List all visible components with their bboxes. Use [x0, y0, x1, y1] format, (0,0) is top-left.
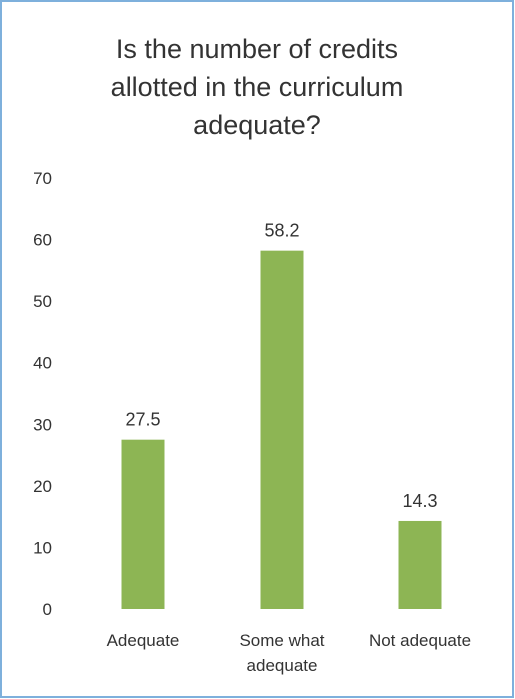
y-tick-label: 20 [33, 477, 52, 496]
x-category-label: Some what [239, 631, 324, 650]
y-tick-label: 0 [43, 600, 52, 619]
x-category-label: adequate [247, 656, 318, 675]
data-label: 58.2 [264, 221, 299, 241]
x-category-label: Adequate [107, 631, 180, 650]
data-label: 14.3 [402, 491, 437, 511]
y-tick-label: 60 [33, 231, 52, 250]
bar [121, 439, 165, 609]
y-tick-label: 40 [33, 354, 52, 373]
data-label: 27.5 [125, 410, 160, 430]
x-category-label: Not adequate [369, 631, 471, 650]
chart-title: Is the number of credits allotted in the… [110, 34, 404, 140]
bar [398, 520, 442, 609]
bar [260, 250, 304, 609]
y-tick-label: 10 [33, 538, 52, 557]
y-tick-label: 50 [33, 292, 52, 311]
y-tick-label: 30 [33, 415, 52, 434]
y-tick-label: 70 [33, 169, 52, 188]
